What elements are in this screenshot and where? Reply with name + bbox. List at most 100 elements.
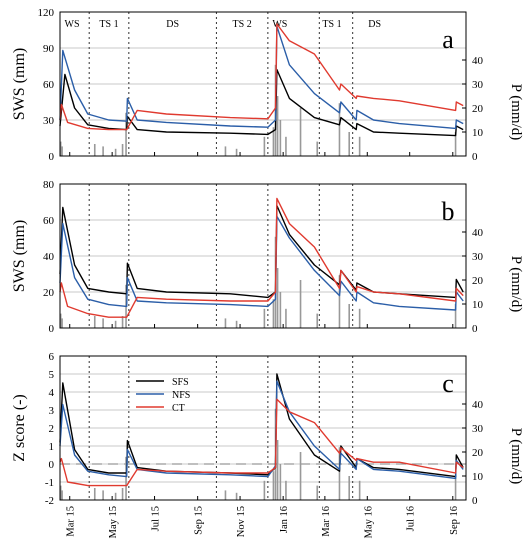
panel-letter: a xyxy=(442,25,454,54)
y-tick-label: 6 xyxy=(49,351,55,363)
precip-bar xyxy=(272,127,275,156)
precip-bar xyxy=(285,480,287,500)
precip-bar xyxy=(272,299,275,328)
precip-bar xyxy=(272,471,275,500)
season-label: TS 1 xyxy=(322,19,341,30)
precip-bar xyxy=(102,146,104,156)
precip-bar xyxy=(121,144,124,156)
precip-bar xyxy=(276,268,279,328)
y2-tick-label: 30 xyxy=(472,423,484,435)
precip-bar xyxy=(224,318,227,328)
precip-bar xyxy=(235,148,238,156)
precip-bar xyxy=(316,485,319,500)
y-tick-label: 60 xyxy=(43,79,55,91)
y-tick-label: 2 xyxy=(49,423,55,435)
precip-bar xyxy=(59,141,62,156)
precip-bar xyxy=(338,447,341,500)
y-axis-label: SWS (mm) xyxy=(11,48,28,120)
y-tick-label: -2 xyxy=(45,495,54,507)
x-tick-label: May 15 xyxy=(108,506,119,538)
y-tick-label: 90 xyxy=(43,43,55,55)
precip-bar xyxy=(263,480,266,500)
y2-tick-label: 20 xyxy=(472,275,484,287)
x-tick-label: Jul 15 xyxy=(151,506,162,531)
y2-tick-label: 0 xyxy=(472,495,478,507)
y-tick-label: -1 xyxy=(45,477,54,489)
y-tick-label: 1 xyxy=(49,441,55,453)
precip-bar xyxy=(61,146,63,156)
series-line-sfs xyxy=(59,204,464,299)
precip-bar xyxy=(348,304,351,328)
precip-bar xyxy=(338,275,341,328)
legend-label: SFS xyxy=(172,377,189,388)
series-line-nfs xyxy=(59,25,464,130)
x-tick-label: Jan 16 xyxy=(279,506,290,533)
precip-bar xyxy=(125,112,127,156)
precip-bar xyxy=(348,132,351,156)
precip-bar xyxy=(279,464,282,500)
precip-bar xyxy=(125,456,127,500)
x-tick-label: Sep 16 xyxy=(449,506,460,535)
y2-axis-label: P (mm/d) xyxy=(508,84,524,141)
series-line-nfs xyxy=(59,215,464,311)
precip-bar xyxy=(316,313,319,328)
y-axis-label: Z score (-) xyxy=(11,394,28,462)
precip-bar xyxy=(454,476,457,500)
season-label: TS 1 xyxy=(99,19,118,30)
y2-tick-label: 20 xyxy=(472,103,484,115)
season-label: WS xyxy=(65,19,80,30)
y-tick-label: 30 xyxy=(43,115,55,127)
precip-bar xyxy=(348,476,351,500)
x-tick-label: Sep 15 xyxy=(194,506,205,535)
precip-bar xyxy=(263,136,266,156)
panel-letter: b xyxy=(442,197,455,226)
y2-tick-label: 30 xyxy=(472,79,484,91)
precip-bar xyxy=(224,146,227,156)
precip-bar xyxy=(114,148,117,156)
y-tick-label: 0 xyxy=(49,151,55,163)
legend-label: NFS xyxy=(172,390,190,401)
y2-tick-label: 10 xyxy=(472,299,484,311)
y-tick-label: 60 xyxy=(43,215,55,227)
precip-bar xyxy=(61,490,63,500)
precip-bar xyxy=(316,141,319,156)
precip-bar xyxy=(454,304,457,328)
y2-tick-label: 10 xyxy=(472,471,484,483)
precip-bar xyxy=(61,318,63,328)
precip-bar xyxy=(279,120,282,156)
precip-bar xyxy=(102,318,104,328)
y2-tick-label: 40 xyxy=(472,55,484,67)
precip-bar xyxy=(121,488,124,500)
precip-bar xyxy=(102,490,104,500)
precip-bar xyxy=(224,490,227,500)
y2-tick-label: 10 xyxy=(472,127,484,139)
precip-bar xyxy=(276,96,279,156)
y-tick-label: 0 xyxy=(49,323,55,335)
precip-bar xyxy=(454,132,457,156)
y2-tick-label: 0 xyxy=(472,151,478,163)
y-tick-label: 3 xyxy=(49,405,55,417)
precip-bar xyxy=(279,292,282,328)
y2-axis-label: P (mm/d) xyxy=(508,256,524,313)
series-line-ct xyxy=(59,398,464,487)
y-tick-label: 20 xyxy=(43,287,55,299)
precip-bar xyxy=(285,308,287,328)
precip-bar xyxy=(358,480,361,500)
precip-bar xyxy=(114,320,117,328)
legend-label: CT xyxy=(172,403,185,414)
y-tick-label: 40 xyxy=(43,251,55,263)
precip-bar xyxy=(59,485,62,500)
precip-bar xyxy=(93,144,96,156)
season-label: DS xyxy=(166,19,179,30)
precip-bar xyxy=(235,492,238,500)
series-line-ct xyxy=(59,197,464,318)
precip-bar xyxy=(93,316,96,328)
precip-bar xyxy=(235,320,238,328)
precip-bar xyxy=(285,136,287,156)
series-line-sfs xyxy=(59,68,464,137)
y-tick-label: 80 xyxy=(43,179,55,191)
y2-tick-label: 20 xyxy=(472,447,484,459)
x-tick-label: May 16 xyxy=(363,506,374,538)
x-tick-label: Mar 15 xyxy=(66,506,77,537)
